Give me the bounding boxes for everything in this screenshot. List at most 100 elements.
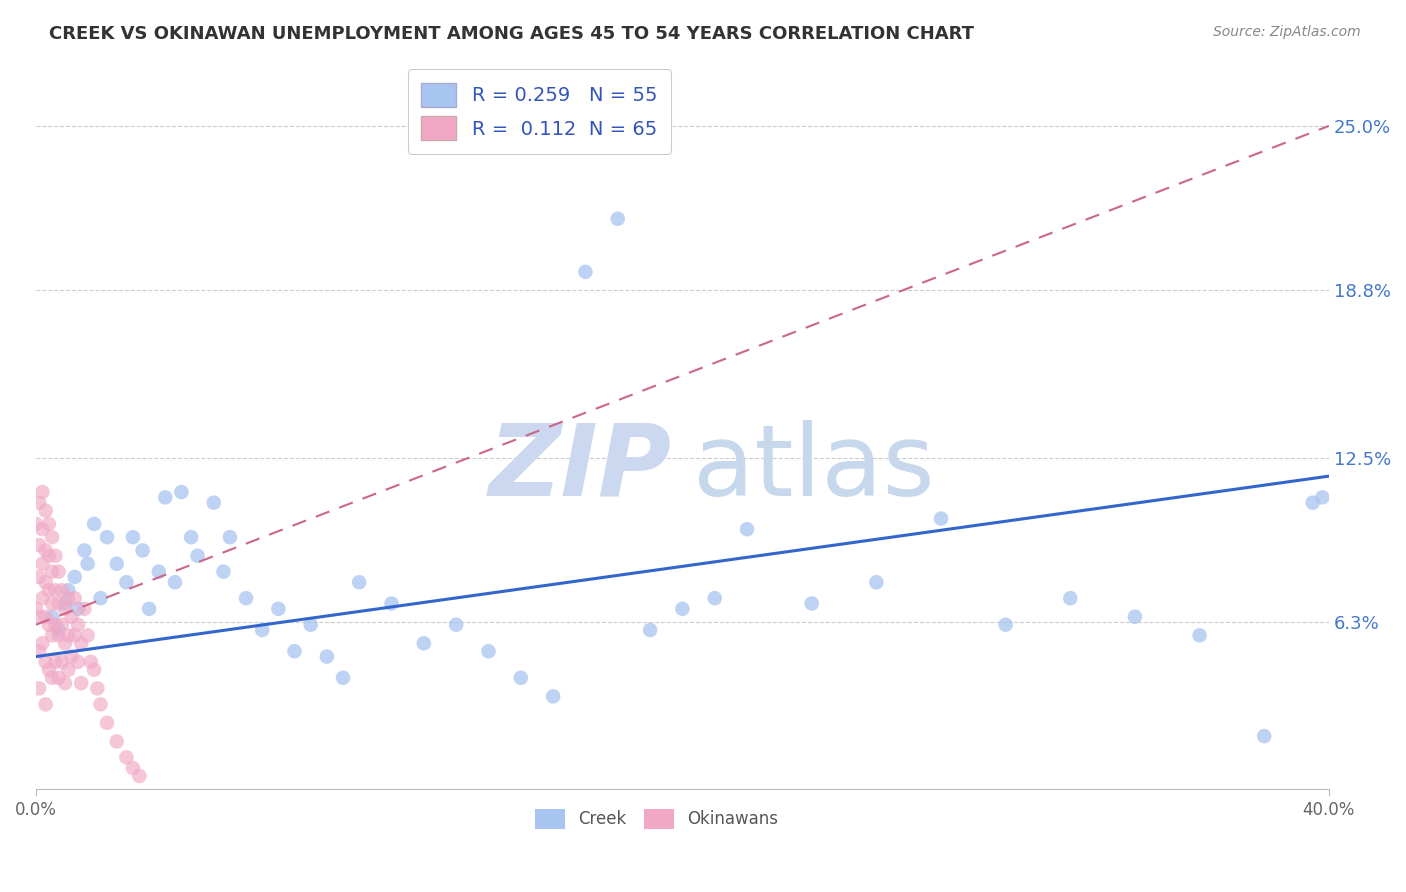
Point (1123, 609, 1146, 624)
Point (31, 636, 53, 650)
Point (34, 609, 56, 624)
Point (671, 602, 693, 616)
Point (44, 583, 66, 598)
Point (51, 583, 73, 598)
Point (138, 602, 160, 616)
Point (66, 617, 89, 632)
Point (34, 698, 56, 712)
Point (58, 591, 80, 606)
Point (48, 565, 70, 579)
Point (28, 609, 51, 624)
Text: ZIP: ZIP (489, 420, 672, 516)
Point (477, 644, 499, 658)
Point (48, 671, 70, 685)
Point (250, 623, 273, 637)
Point (38, 617, 60, 632)
Point (63, 570, 86, 584)
Text: CREEK VS OKINAWAN UNEMPLOYMENT AMONG AGES 45 TO 54 YEARS CORRELATION CHART: CREEK VS OKINAWAN UNEMPLOYMENT AMONG AGE… (49, 25, 974, 43)
Point (41, 530, 63, 544)
Point (73, 543, 96, 558)
Point (28, 496, 51, 510)
Point (34, 575, 56, 590)
Point (122, 530, 145, 544)
Point (70, 676, 93, 690)
Point (1059, 591, 1081, 606)
Point (53, 602, 76, 616)
Point (76, 557, 98, 571)
Point (509, 671, 531, 685)
Point (212, 565, 235, 579)
Point (31, 591, 53, 606)
Point (131, 543, 153, 558)
Point (63, 591, 86, 606)
Point (115, 575, 138, 590)
Legend: Creek, Okinawans: Creek, Okinawans (529, 802, 785, 836)
Point (60, 649, 83, 664)
Point (34, 543, 56, 558)
Point (51, 655, 73, 669)
Point (1312, 491, 1334, 505)
Point (28, 644, 51, 658)
Point (48, 597, 70, 611)
Point (53, 597, 76, 611)
Point (90, 698, 112, 712)
Point (444, 617, 467, 632)
Point (48, 623, 70, 637)
Point (180, 530, 202, 544)
Point (41, 628, 63, 642)
Point (1253, 729, 1275, 743)
Point (83, 663, 105, 677)
Point (105, 734, 128, 748)
Point (155, 491, 177, 505)
Point (1302, 496, 1324, 510)
Text: atlas: atlas (693, 420, 935, 516)
Point (34, 503, 56, 517)
Text: Source: ZipAtlas.com: Source: ZipAtlas.com (1213, 25, 1361, 39)
Point (58, 583, 80, 598)
Point (73, 602, 96, 616)
Point (38, 516, 60, 531)
Point (202, 496, 225, 510)
Point (28, 570, 51, 584)
Point (115, 750, 138, 764)
Point (735, 522, 758, 536)
Point (60, 609, 83, 624)
Point (31, 522, 53, 536)
Point (380, 597, 402, 611)
Point (574, 265, 596, 279)
Point (51, 617, 73, 632)
Point (66, 602, 89, 616)
Point (28, 538, 51, 552)
Point (53, 636, 76, 650)
Point (41, 565, 63, 579)
Point (283, 644, 305, 658)
Point (41, 671, 63, 685)
Point (44, 549, 66, 563)
Point (58, 628, 80, 642)
Point (76, 628, 98, 642)
Point (541, 690, 564, 704)
Point (58, 663, 80, 677)
Point (122, 761, 145, 775)
Point (28, 681, 51, 696)
Point (31, 485, 53, 500)
Point (66, 655, 89, 669)
Point (96, 530, 118, 544)
Point (1188, 628, 1211, 642)
Point (83, 516, 105, 531)
Point (412, 636, 434, 650)
Point (38, 549, 60, 563)
Point (105, 557, 128, 571)
Point (38, 583, 60, 598)
Point (170, 485, 193, 500)
Point (25, 602, 48, 616)
Point (347, 575, 370, 590)
Point (90, 591, 112, 606)
Point (638, 623, 661, 637)
Point (163, 575, 186, 590)
Point (96, 715, 118, 730)
Point (38, 663, 60, 677)
Point (70, 636, 93, 650)
Point (994, 617, 1017, 632)
Point (315, 649, 337, 664)
